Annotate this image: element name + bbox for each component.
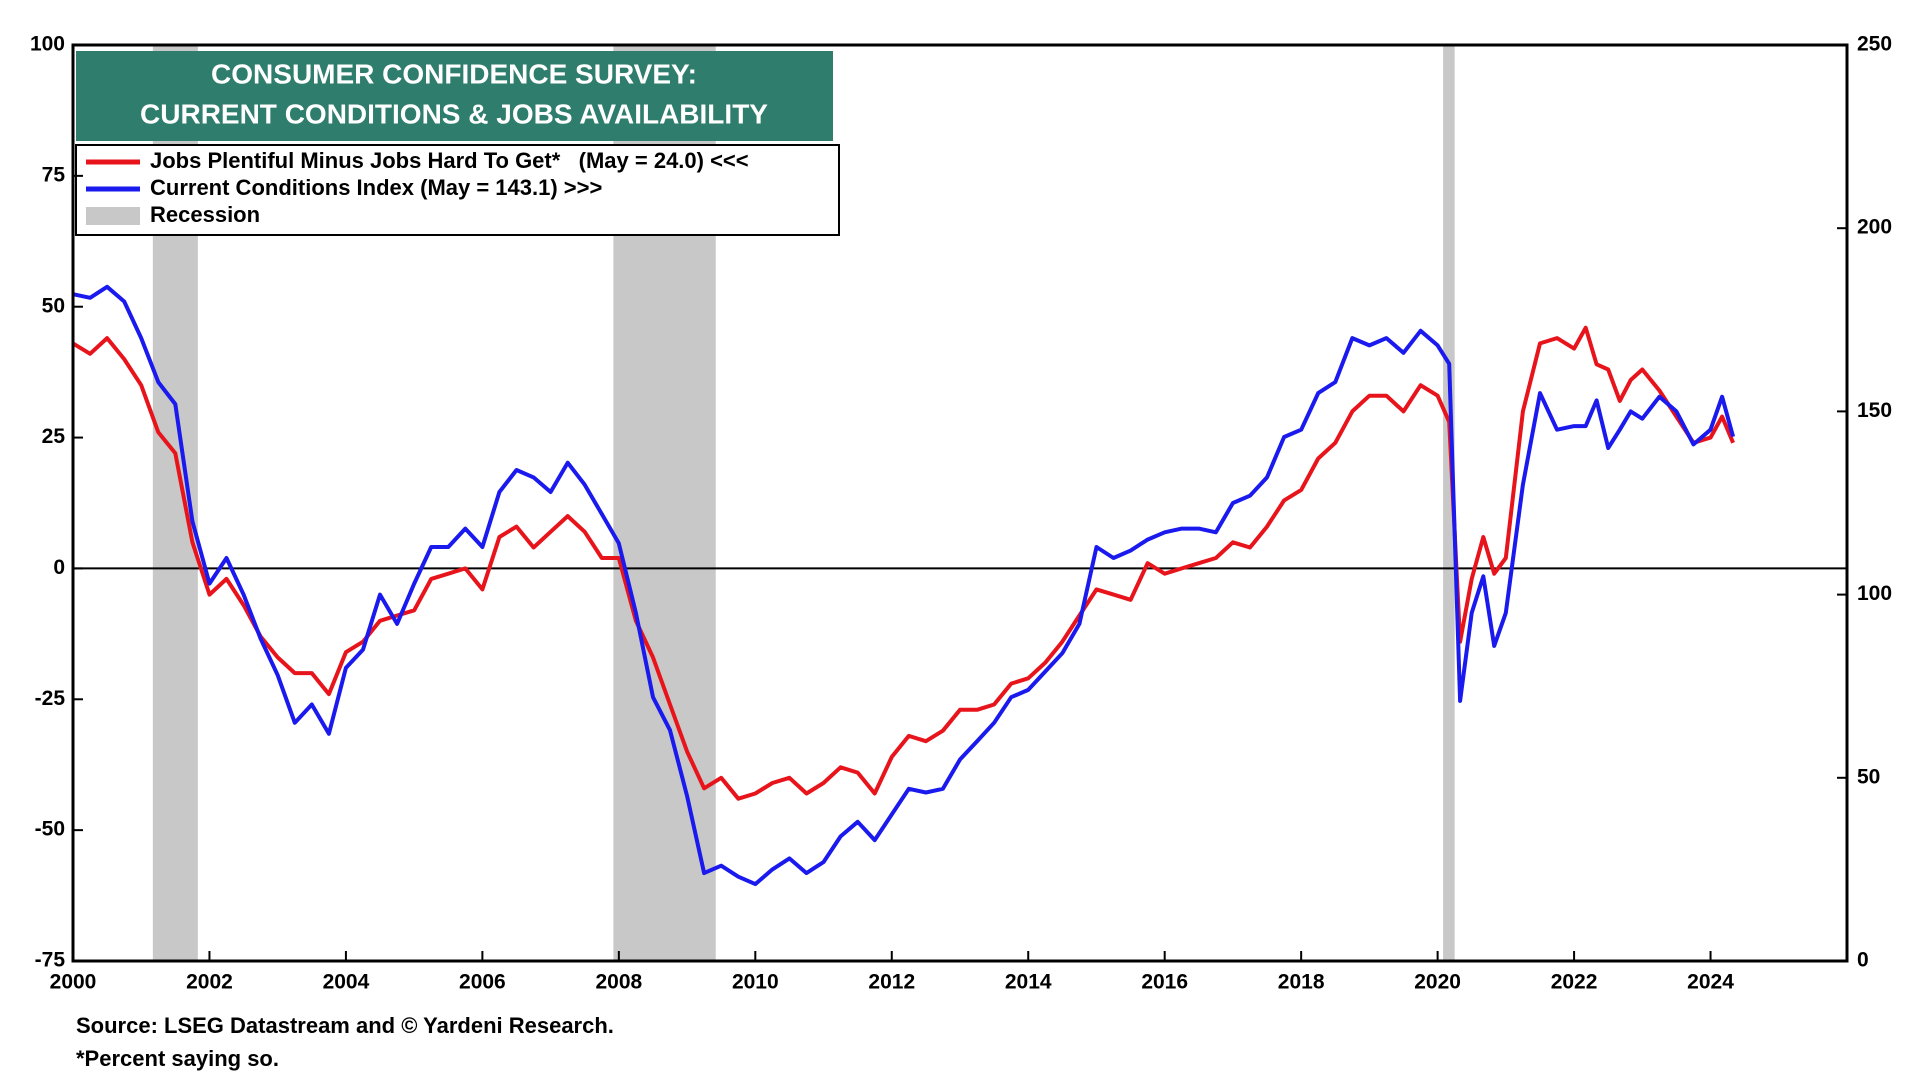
x-tick-label: 2006 <box>459 971 506 994</box>
x-tick-label: 2020 <box>1414 971 1461 994</box>
legend-box <box>75 144 840 236</box>
y-tick-label: -75 <box>35 949 66 972</box>
legend-label: Recession <box>150 202 260 227</box>
recession-band <box>1443 45 1455 961</box>
x-tick-label: 2022 <box>1551 971 1598 994</box>
legend-label: Jobs Plentiful Minus Jobs Hard To Get* (… <box>150 148 749 173</box>
y-tick-label: -50 <box>35 818 65 841</box>
y2-tick-label: 50 <box>1857 765 1880 788</box>
plot-frame <box>71 43 1849 963</box>
x-tick-label: 2004 <box>323 971 370 994</box>
y2-tick-label: 250 <box>1857 33 1892 56</box>
x-tick-label: 2014 <box>1005 971 1052 994</box>
series-line <box>72 284 1736 887</box>
x-tick-label: 2000 <box>50 971 97 994</box>
legend-label: Current Conditions Index (May = 143.1) >… <box>150 175 602 200</box>
y-tick-label: 25 <box>42 425 66 448</box>
y-tick-label: 100 <box>30 33 65 56</box>
y-tick-label: 0 <box>53 556 65 579</box>
source-note: Source: LSEG Datastream and © Yardeni Re… <box>76 1013 614 1038</box>
x-tick-label: 2008 <box>595 971 642 994</box>
x-tick-label: 2010 <box>732 971 779 994</box>
y-tick-label: -25 <box>35 687 66 710</box>
y2-tick-label: 200 <box>1857 216 1892 239</box>
x-tick-label: 2018 <box>1278 971 1325 994</box>
chart-title: CURRENT CONDITIONS & JOBS AVAILABILITY <box>140 98 768 129</box>
x-tick-label: 2016 <box>1141 971 1188 994</box>
x-tick-label: 2002 <box>186 971 233 994</box>
y-tick-label: 50 <box>42 294 65 317</box>
footnote: *Percent saying so. <box>76 1046 279 1071</box>
series-line <box>71 325 1735 801</box>
y2-tick-label: 0 <box>1857 949 1869 972</box>
y2-tick-label: 100 <box>1857 582 1892 605</box>
x-tick-label: 2024 <box>1687 971 1734 994</box>
title-box <box>76 51 833 141</box>
x-tick-label: 2012 <box>868 971 915 994</box>
y-tick-label: 75 <box>42 163 66 186</box>
legend-swatch <box>86 207 140 225</box>
chart-title: CONSUMER CONFIDENCE SURVEY: <box>211 58 697 89</box>
y2-tick-label: 150 <box>1857 399 1892 422</box>
